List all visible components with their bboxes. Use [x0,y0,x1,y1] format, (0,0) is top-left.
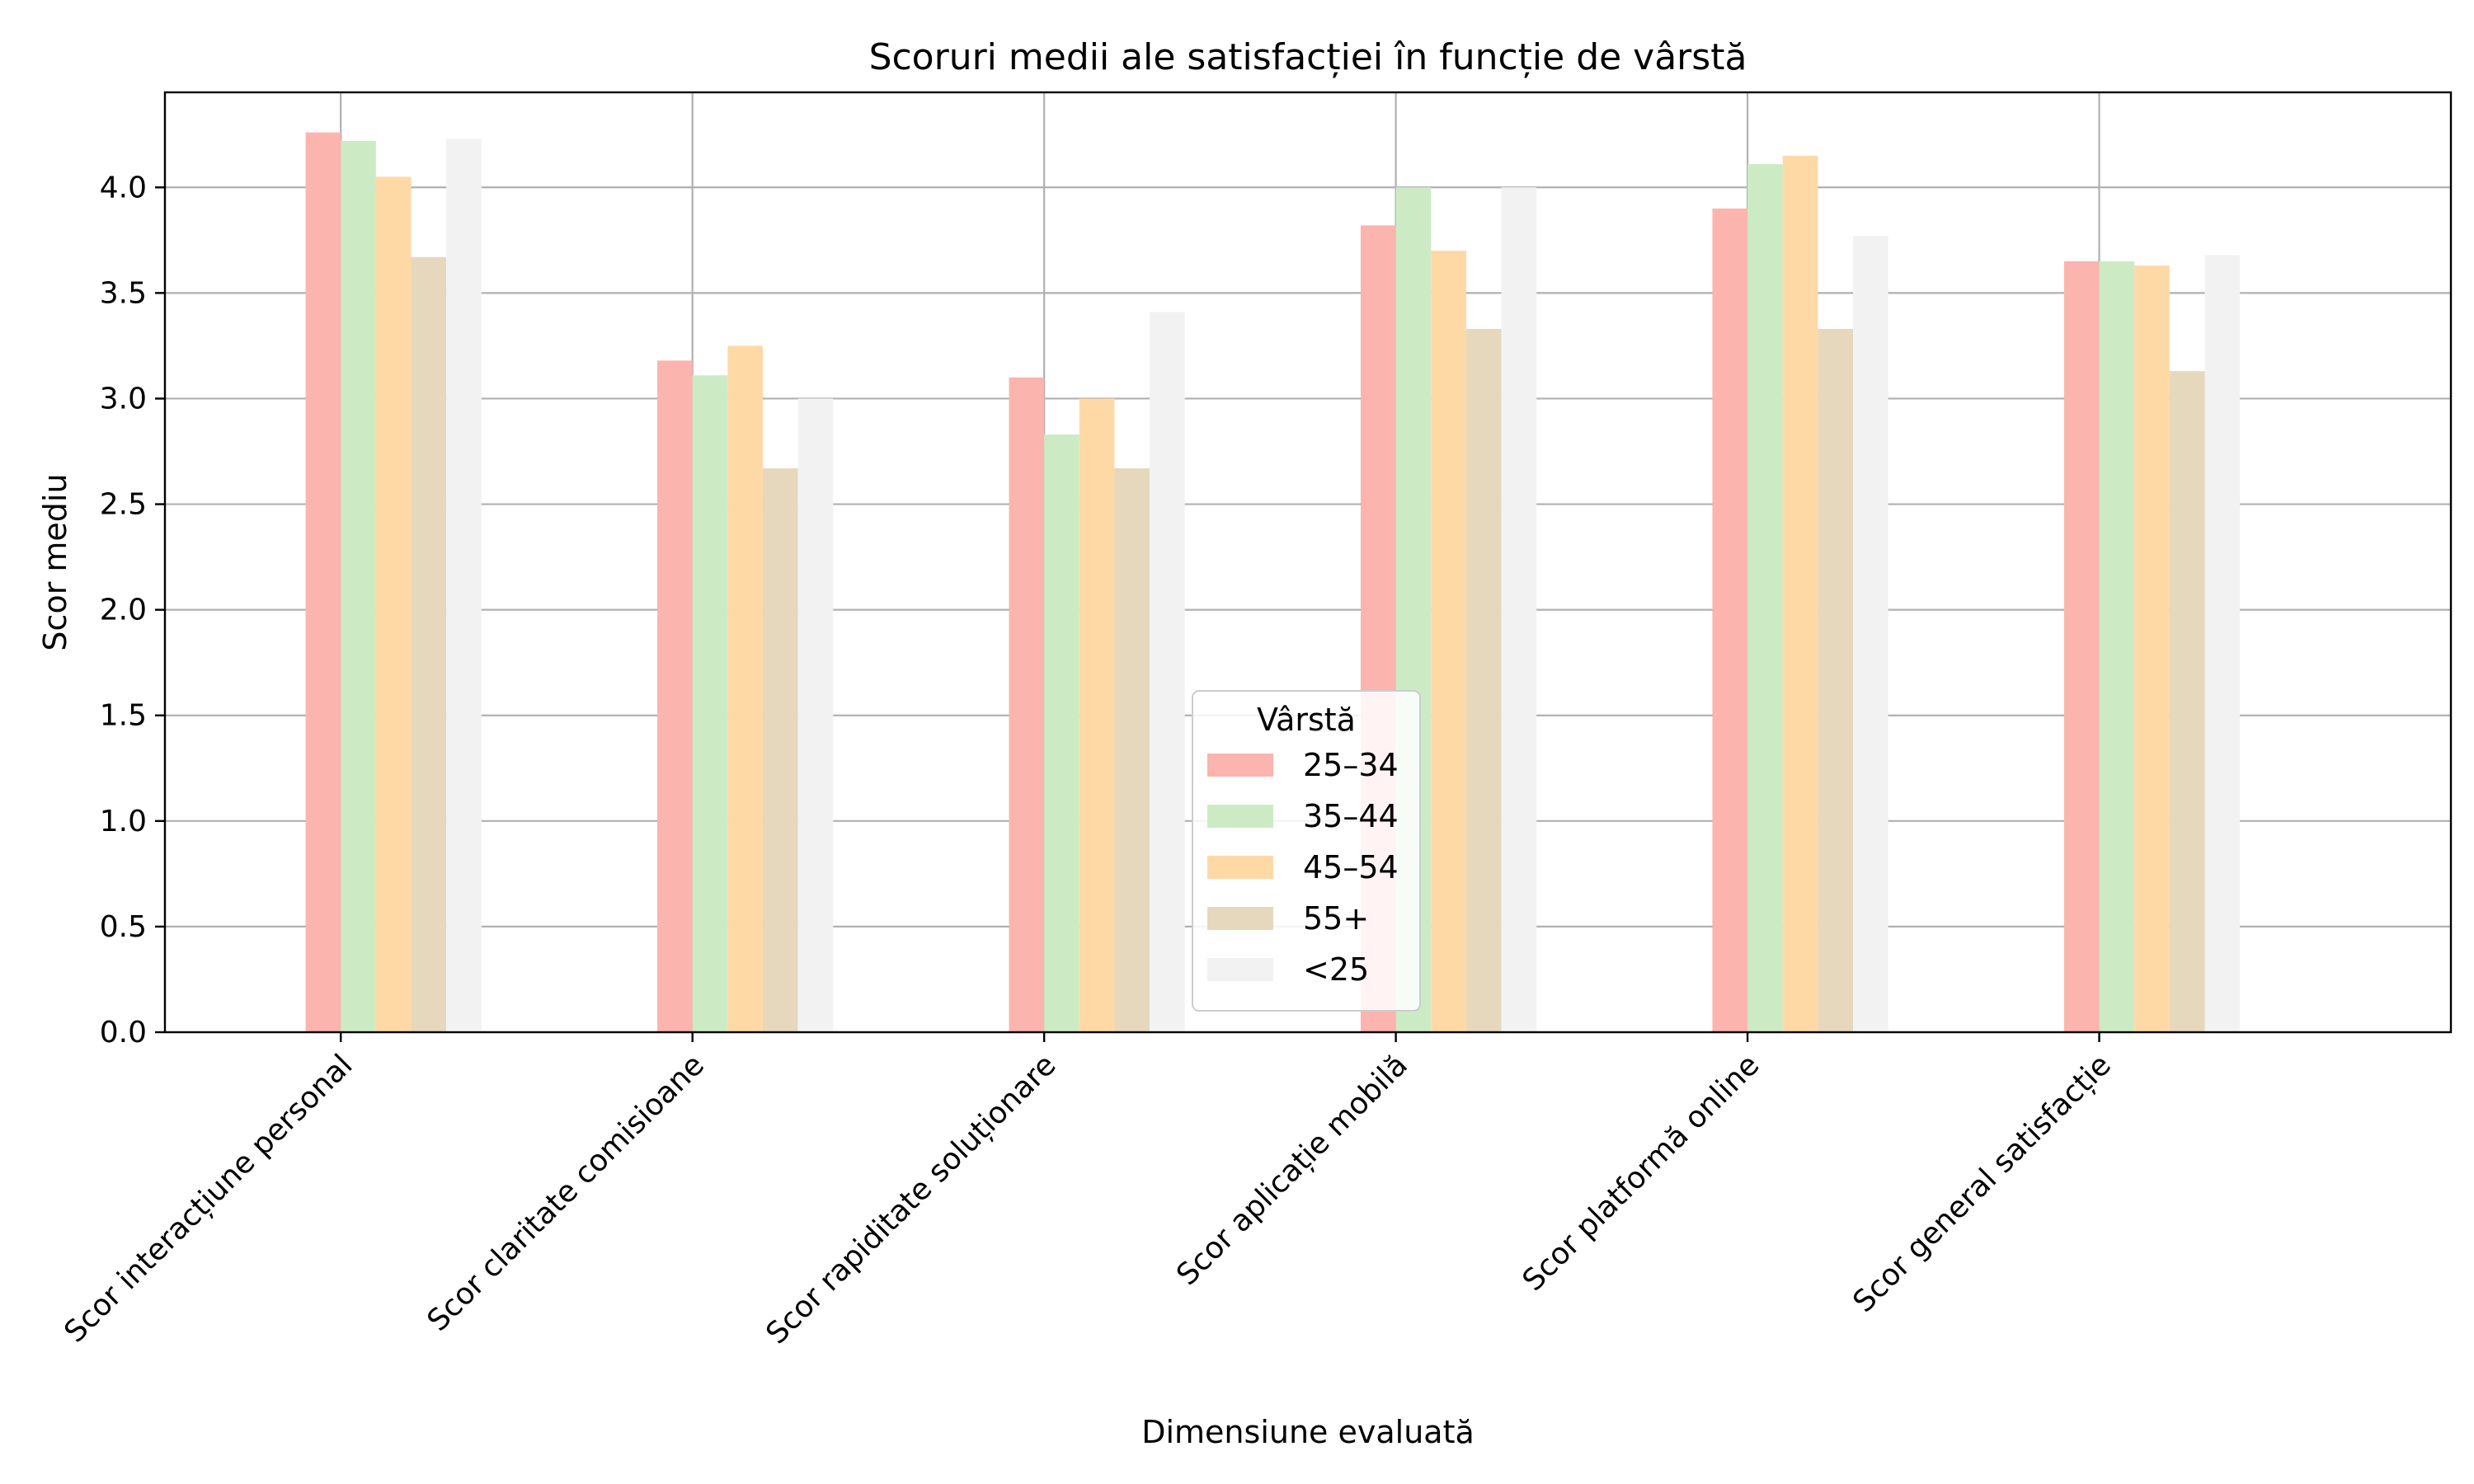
bar [727,345,763,1032]
bar [797,398,834,1032]
legend-swatch [1207,754,1273,777]
legend-entry: 55+ [1303,900,1369,937]
x-tick-label: Scor general satisfacție [1846,1048,2118,1319]
y-tick-label: 3.0 [100,382,147,416]
y-tick-label: 4.0 [100,171,147,204]
plot-frame [163,91,2453,1034]
bar [1782,155,1818,1033]
y-tick-label: 2.5 [100,488,147,522]
bar [1009,377,1045,1033]
bar [1150,312,1185,1032]
bar [1853,236,1888,1032]
legend-swatch [1207,907,1273,930]
y-tick-label: 0.0 [100,1016,147,1050]
x-tick-label: Scor interacțiune personal [58,1048,359,1349]
bar [2099,261,2135,1032]
chart-title: Scoruri medii ale satisfacției în funcți… [869,36,1747,78]
x-tick-label: Scor claritate comisioane [421,1048,712,1338]
y-tick-label: 3.5 [100,276,147,310]
legend-title: Vârstă [1257,702,1356,738]
legend-entry: 35–44 [1303,798,1399,834]
bar [2134,265,2170,1033]
bar [1431,251,1466,1032]
legend: Vârstă 25–34 35–44 45–54 55+ <25 [1192,690,1421,1012]
y-tick-label: 0.5 [100,910,147,944]
bar [1114,468,1150,1032]
legend-items: 25–34 35–44 45–54 55+ <25 [1207,747,1399,988]
bar [341,140,376,1032]
bar [2063,261,2100,1032]
y-tick-label: 1.0 [100,805,147,838]
x-tick-label: Scor aplicație mobilă [1170,1048,1414,1292]
bar [446,139,482,1032]
legend-swatch [1207,856,1273,879]
y-tick-label: 2.0 [100,594,147,627]
legend-entry: 45–54 [1303,849,1399,885]
y-tick-label: 1.5 [100,699,147,733]
bars [305,132,2241,1033]
bar [2204,255,2241,1032]
bar [2169,371,2205,1032]
bar [1501,187,1537,1033]
bar [1465,328,1502,1032]
y-axis-label: Scor mediu [37,473,73,650]
y-axis-ticks: 0.0 0.5 1.0 1.5 2.0 2.5 3.0 3.5 4.0 [100,171,165,1050]
x-axis-ticks: Scor interacțiune personal Scor claritate… [58,1032,2118,1350]
x-tick-label: Scor rapiditate soluționare [760,1048,1062,1350]
legend-swatch [1207,958,1273,981]
bar [375,176,412,1032]
bar [1712,208,1748,1033]
legend-entry: <25 [1303,951,1369,988]
bar [411,256,447,1033]
bar [305,132,341,1032]
bar [1747,164,1783,1033]
bar [1079,398,1115,1032]
bar [657,360,693,1032]
x-tick-label: Scor platformă online [1517,1048,1766,1298]
legend-swatch [1207,805,1273,828]
bar [1818,328,1854,1032]
x-axis-label: Dimensiune evaluată [1141,1414,1475,1450]
bar [1044,434,1079,1032]
legend-entry: 25–34 [1303,747,1399,783]
bar [762,468,798,1032]
bar [692,375,728,1032]
